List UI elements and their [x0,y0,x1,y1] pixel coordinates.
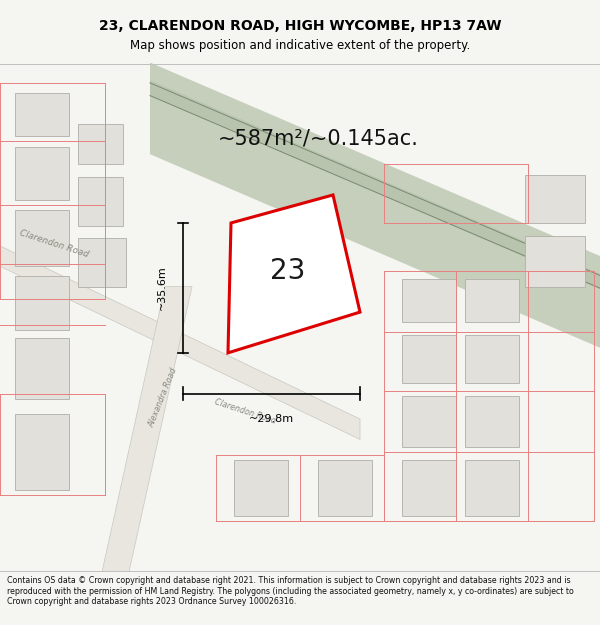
Text: ~29.8m: ~29.8m [249,414,294,424]
Polygon shape [228,195,360,353]
Text: ~35.6m: ~35.6m [157,266,167,310]
Polygon shape [15,146,69,200]
Polygon shape [465,335,519,383]
Polygon shape [0,246,360,439]
Polygon shape [15,210,69,266]
Polygon shape [525,236,585,287]
Polygon shape [402,279,456,322]
Polygon shape [15,414,69,491]
Text: Clarendon Road: Clarendon Road [213,398,277,426]
Polygon shape [402,396,456,447]
Polygon shape [318,460,372,516]
Text: Map shows position and indicative extent of the property.: Map shows position and indicative extent… [130,39,470,51]
Polygon shape [465,460,519,516]
Text: ~587m²/~0.145ac.: ~587m²/~0.145ac. [218,129,418,149]
Text: Alexandra Road: Alexandra Road [147,366,179,429]
Polygon shape [150,62,600,348]
Polygon shape [525,174,585,223]
Polygon shape [465,396,519,447]
Text: 23: 23 [271,257,305,285]
Polygon shape [402,460,456,516]
Polygon shape [465,279,519,322]
Polygon shape [15,93,69,136]
Polygon shape [402,335,456,383]
Polygon shape [150,81,600,289]
Polygon shape [15,276,69,330]
Text: 23, CLARENDON ROAD, HIGH WYCOMBE, HP13 7AW: 23, CLARENDON ROAD, HIGH WYCOMBE, HP13 7… [99,19,501,33]
Polygon shape [102,287,192,572]
Text: Clarendon Road: Clarendon Road [18,228,89,259]
Polygon shape [15,338,69,399]
Text: Contains OS data © Crown copyright and database right 2021. This information is : Contains OS data © Crown copyright and d… [7,576,574,606]
Polygon shape [78,238,126,287]
Polygon shape [234,460,288,516]
Polygon shape [78,177,123,226]
Polygon shape [78,124,123,164]
